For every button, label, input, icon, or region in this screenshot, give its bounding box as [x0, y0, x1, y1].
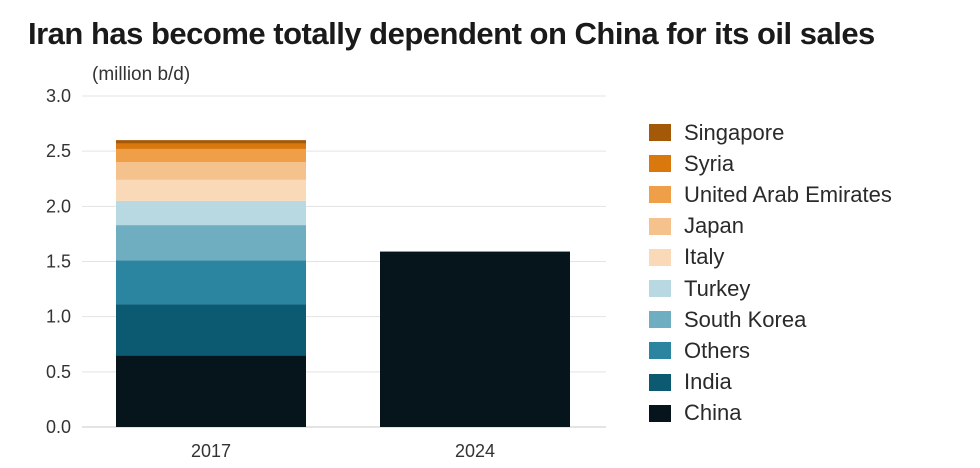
chart-title: Iran has become totally dependent on Chi…	[28, 16, 875, 51]
bar-segment-india	[116, 304, 306, 356]
unit-label: (million b/d)	[92, 64, 191, 85]
y-tick-label: 2.5	[46, 141, 71, 161]
legend-swatch	[649, 248, 671, 266]
legend-label: Italy	[684, 244, 725, 270]
legend-label: Syria	[684, 150, 735, 176]
legend-item: Italy	[649, 242, 892, 273]
legend-swatch	[649, 186, 671, 204]
x-tick-label: 2024	[455, 441, 495, 461]
legend-swatch	[649, 124, 671, 142]
legend-item: China	[649, 398, 892, 429]
bar-segment-south-korea	[116, 225, 306, 261]
legend-item: South Korea	[649, 304, 892, 335]
bar-segment-japan	[116, 162, 306, 180]
y-tick-label: 0.0	[46, 417, 71, 437]
legend-item: India	[649, 367, 892, 398]
legend-item: Turkey	[649, 273, 892, 304]
legend-swatch	[649, 404, 671, 422]
legend-item: Singapore	[649, 117, 892, 148]
legend-label: Japan	[684, 213, 744, 239]
chart-legend: Singapore Syria United Arab Emirates Japan I…	[649, 117, 892, 429]
bar-segment-china	[380, 251, 570, 427]
legend-item: Japan	[649, 211, 892, 242]
legend-label: Others	[684, 337, 751, 363]
legend-label: Singapore	[684, 119, 785, 145]
bar-segment-united-arab-emirates	[116, 148, 306, 163]
bar-segment-turkey	[116, 200, 306, 226]
legend-swatch	[649, 217, 671, 235]
y-tick-label: 3.0	[46, 86, 71, 106]
x-tick-label: 2017	[191, 441, 231, 461]
y-tick-label: 1.0	[46, 307, 71, 327]
bar-segment-syria	[116, 143, 306, 149]
legend-item: Others	[649, 335, 892, 366]
legend-item: United Arab Emirates	[649, 179, 892, 210]
y-tick-label: 0.5	[46, 362, 71, 382]
bar-segment-singapore	[116, 140, 306, 144]
legend-label: India	[684, 369, 732, 395]
legend-label: China	[684, 400, 742, 426]
legend-swatch	[649, 311, 671, 329]
bar-segment-others	[116, 260, 306, 305]
legend-label: United Arab Emirates	[684, 181, 892, 207]
legend-swatch	[649, 342, 671, 360]
legend-label: Turkey	[684, 275, 751, 301]
y-tick-label: 1.5	[46, 252, 71, 272]
legend-swatch	[649, 373, 671, 391]
legend-swatch	[649, 280, 671, 298]
y-tick-label: 2.0	[46, 196, 71, 216]
legend-label: South Korea	[684, 306, 807, 332]
bar-segment-italy	[116, 179, 306, 201]
legend-item: Syria	[649, 148, 892, 179]
legend-swatch	[649, 155, 671, 173]
bar-segment-china	[116, 355, 306, 427]
